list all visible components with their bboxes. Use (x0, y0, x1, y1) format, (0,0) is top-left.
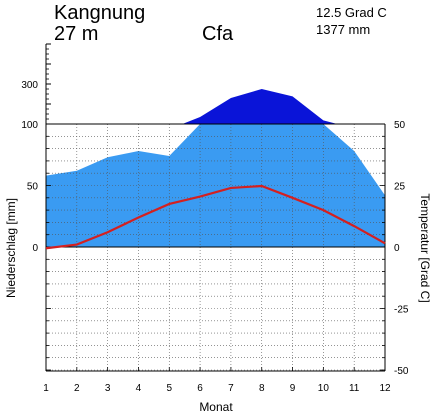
right-axis-label: Temperatur [Grad C] (418, 193, 432, 302)
month-tick-label: 9 (290, 383, 296, 394)
x-axis-label: Monat (199, 400, 233, 414)
month-tick-label: 12 (379, 383, 391, 394)
annual-precip: 1377 mm (316, 22, 370, 37)
precipitation-above-100-area (182, 89, 338, 124)
month-tick-label: 6 (197, 383, 203, 394)
month-tick-label: 7 (228, 383, 234, 394)
month-tick-label: 10 (318, 383, 330, 394)
temperature-line (45, 184, 386, 250)
left-axis-label: Niederschlag [mm] (4, 198, 18, 298)
climate-class: Cfa (202, 23, 234, 45)
temp-tick-label: -25 (394, 305, 409, 316)
month-tick-label: 8 (259, 383, 265, 394)
precip-tick-label: 0 (32, 243, 38, 254)
precipitation-area (46, 124, 385, 247)
month-tick-label: 5 (166, 383, 172, 394)
temp-tick-label: 25 (394, 182, 406, 193)
precip-tick-label: 50 (27, 182, 39, 193)
temp-tick-label: 50 (394, 120, 406, 131)
precip-tick-label: 300 (21, 80, 38, 91)
month-tick-label: 11 (349, 383, 360, 394)
station-name: Kangnung (54, 2, 145, 24)
month-tick-label: 2 (74, 383, 80, 394)
month-tick-label: 1 (43, 383, 49, 394)
station-elevation: 27 m (54, 23, 98, 45)
annual-mean-temp: 12.5 Grad C (316, 5, 387, 20)
month-tick-label: 3 (105, 383, 111, 394)
temp-tick-label: 0 (394, 243, 400, 254)
precip-tick-label: 100 (21, 120, 38, 131)
temp-tick-label: -50 (394, 366, 409, 377)
month-tick-label: 4 (136, 383, 142, 394)
